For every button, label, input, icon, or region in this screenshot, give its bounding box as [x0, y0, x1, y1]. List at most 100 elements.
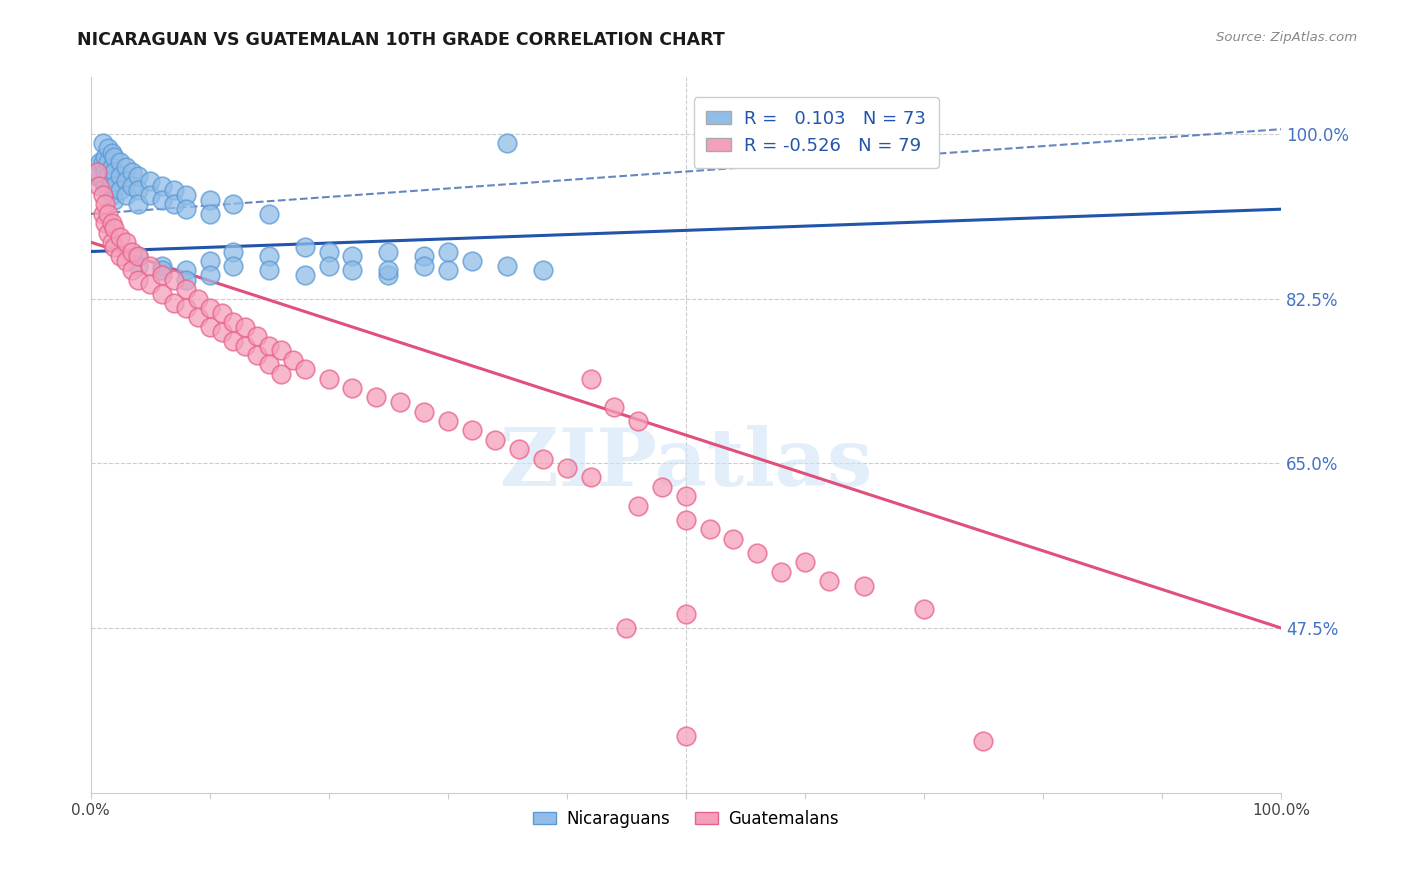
Point — [139, 188, 162, 202]
Point — [103, 164, 125, 178]
Point — [246, 348, 269, 362]
Point — [508, 442, 530, 457]
Point — [270, 367, 292, 381]
Point — [235, 319, 257, 334]
Point — [103, 150, 125, 164]
Point — [342, 381, 364, 395]
Point — [460, 423, 482, 437]
Point — [110, 169, 132, 184]
Point — [110, 230, 132, 244]
Point — [101, 160, 124, 174]
Point — [187, 310, 209, 325]
Point — [103, 240, 125, 254]
Point — [163, 197, 186, 211]
Point — [103, 178, 125, 193]
Point — [187, 292, 209, 306]
Point — [115, 188, 138, 202]
Point — [436, 244, 458, 259]
Point — [675, 489, 697, 503]
Point — [94, 178, 117, 193]
Point — [198, 254, 221, 268]
Point — [436, 263, 458, 277]
Point — [127, 169, 149, 184]
Point — [91, 136, 114, 151]
Point — [87, 164, 110, 178]
Point — [89, 155, 111, 169]
Point — [281, 352, 304, 367]
Point — [723, 532, 745, 546]
Point — [413, 404, 436, 418]
Point — [97, 169, 120, 184]
Point — [769, 565, 792, 579]
Text: Source: ZipAtlas.com: Source: ZipAtlas.com — [1216, 31, 1357, 45]
Point — [101, 188, 124, 202]
Point — [110, 183, 132, 197]
Point — [912, 602, 935, 616]
Point — [817, 574, 839, 588]
Point — [257, 249, 280, 263]
Point — [150, 268, 173, 282]
Point — [198, 301, 221, 315]
Point — [121, 164, 143, 178]
Point — [211, 325, 233, 339]
Point — [318, 244, 340, 259]
Point — [121, 178, 143, 193]
Point — [222, 334, 245, 348]
Point — [222, 315, 245, 329]
Point — [675, 513, 697, 527]
Point — [436, 414, 458, 428]
Point — [91, 174, 114, 188]
Point — [174, 202, 197, 217]
Point — [377, 263, 399, 277]
Point — [87, 178, 110, 193]
Point — [675, 729, 697, 743]
Point — [460, 254, 482, 268]
Point — [121, 263, 143, 277]
Point — [101, 174, 124, 188]
Point — [110, 249, 132, 263]
Point — [531, 263, 554, 277]
Point — [579, 470, 602, 484]
Point — [94, 164, 117, 178]
Point — [97, 226, 120, 240]
Point — [198, 193, 221, 207]
Point — [101, 145, 124, 160]
Point — [174, 188, 197, 202]
Point — [235, 338, 257, 352]
Point — [139, 259, 162, 273]
Point — [793, 555, 815, 569]
Point — [413, 259, 436, 273]
Point — [627, 499, 650, 513]
Point — [103, 193, 125, 207]
Point — [675, 607, 697, 621]
Point — [484, 433, 506, 447]
Point — [318, 371, 340, 385]
Text: NICARAGUAN VS GUATEMALAN 10TH GRADE CORRELATION CHART: NICARAGUAN VS GUATEMALAN 10TH GRADE CORR… — [77, 31, 725, 49]
Point — [294, 268, 316, 282]
Point — [115, 235, 138, 249]
Point — [150, 286, 173, 301]
Point — [163, 296, 186, 310]
Point — [127, 259, 149, 273]
Point — [257, 338, 280, 352]
Point — [211, 306, 233, 320]
Point — [174, 301, 197, 315]
Point — [174, 263, 197, 277]
Point — [579, 371, 602, 385]
Point — [127, 273, 149, 287]
Point — [222, 197, 245, 211]
Point — [198, 268, 221, 282]
Point — [389, 395, 412, 409]
Point — [699, 522, 721, 536]
Point — [94, 216, 117, 230]
Point — [603, 400, 626, 414]
Point — [377, 268, 399, 282]
Point — [115, 160, 138, 174]
Point — [101, 235, 124, 249]
Point — [150, 193, 173, 207]
Point — [91, 188, 114, 202]
Point — [121, 244, 143, 259]
Point — [246, 329, 269, 343]
Point — [163, 273, 186, 287]
Point — [86, 169, 108, 184]
